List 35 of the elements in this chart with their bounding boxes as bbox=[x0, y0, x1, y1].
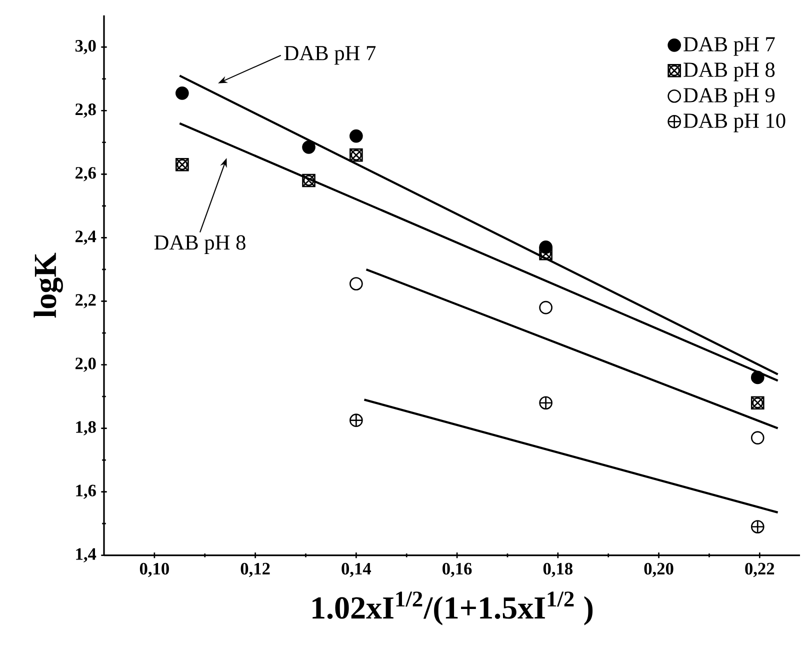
point bbox=[176, 158, 189, 172]
x-tick-label: 0,22 bbox=[745, 562, 774, 578]
y-tick-label: 2,0 bbox=[76, 358, 96, 372]
y-tick-label: 2,6 bbox=[76, 167, 96, 182]
y-tick-label: 1,6 bbox=[76, 484, 96, 499]
y-tick-label: 2,8 bbox=[76, 104, 96, 118]
point bbox=[750, 370, 764, 384]
x-axis-title: 1.02xI$^{1/2}$/(1+1.5xI$^{1/2}$ ) bbox=[312, 592, 593, 626]
y-tick-label: 1,8 bbox=[76, 421, 96, 436]
x-tick-label: 0,14 bbox=[342, 562, 372, 578]
y-tick-label: 2,4 bbox=[76, 230, 96, 245]
point bbox=[302, 140, 316, 154]
point bbox=[539, 396, 552, 410]
x-tick-label: 0,12 bbox=[240, 562, 270, 578]
annotation: DAB pH 8 bbox=[154, 235, 246, 254]
x-tick-label: 0,10 bbox=[140, 562, 169, 578]
y-tick-label: 1,4 bbox=[76, 548, 96, 562]
point bbox=[176, 86, 189, 100]
legend-label: DAB pH 10 bbox=[684, 114, 786, 132]
y-tick-label: 2,2 bbox=[76, 294, 96, 308]
point bbox=[350, 129, 363, 143]
x-tick-label: 0,18 bbox=[543, 562, 573, 578]
legend-label: DAB pH 7 bbox=[684, 37, 775, 56]
point bbox=[750, 396, 764, 410]
legend-label: DAB pH 8 bbox=[684, 62, 775, 82]
x-tick-label: 0,16 bbox=[442, 562, 472, 578]
x-tick-label: 0,20 bbox=[644, 562, 674, 578]
y-tick-label: 3,0 bbox=[75, 40, 96, 54]
point bbox=[302, 174, 316, 188]
point bbox=[350, 148, 363, 162]
annotation: DAB pH 7 bbox=[284, 46, 376, 65]
legend-label: DAB pH 9 bbox=[684, 88, 775, 107]
point bbox=[750, 520, 764, 534]
point bbox=[350, 414, 363, 428]
y-axis-title: logK bbox=[34, 252, 63, 318]
